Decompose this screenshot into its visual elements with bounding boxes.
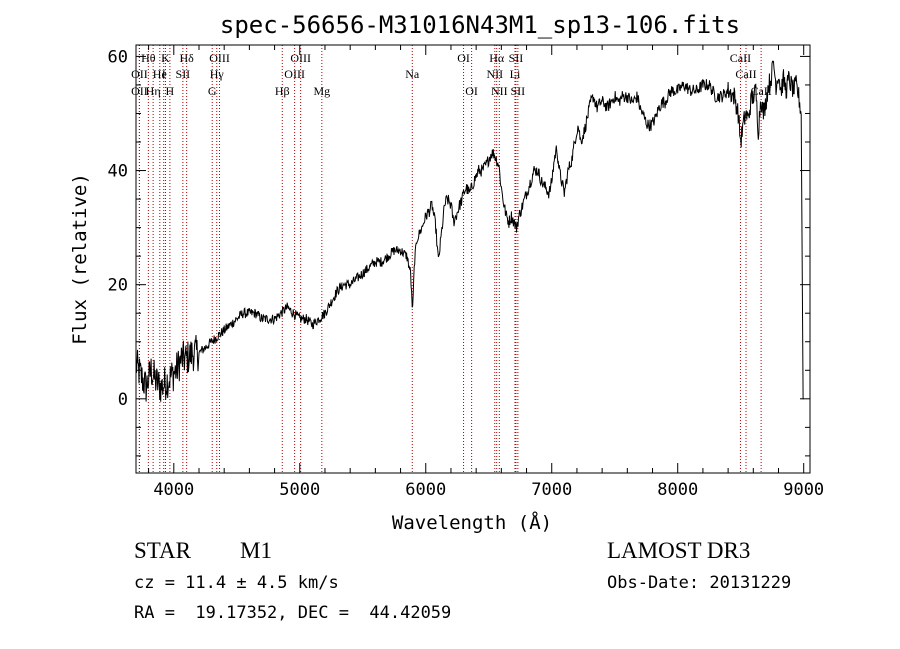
line-label-3: Hη bbox=[146, 84, 161, 98]
x-tick-label: 8000 bbox=[657, 480, 698, 500]
line-label-10: OIII bbox=[209, 51, 230, 65]
object-class: STAR bbox=[134, 538, 191, 563]
plot-frame bbox=[135, 44, 811, 474]
line-label-14: OIII bbox=[290, 51, 311, 65]
y-tick-label: 20 bbox=[108, 276, 128, 296]
line-label-4: He bbox=[153, 67, 167, 81]
y-axis-label: Flux (relative) bbox=[69, 173, 91, 345]
line-label-26: CaII bbox=[730, 51, 751, 65]
line-label-5: K bbox=[161, 51, 170, 65]
line-label-19: OI bbox=[465, 84, 478, 98]
x-tick-label: 4000 bbox=[153, 480, 194, 500]
survey-name: LAMOST DR3 bbox=[607, 538, 751, 563]
line-label-16: Mg bbox=[313, 84, 330, 98]
axis-tick-labels: 4000 5000 6000 7000 8000 9000 0 20 40 60 bbox=[108, 47, 825, 500]
y-tick-label: 0 bbox=[118, 390, 128, 410]
axis-ticks bbox=[136, 45, 810, 473]
x-axis-label: Wavelength (Å) bbox=[392, 511, 552, 534]
line-label-24: Li bbox=[510, 67, 521, 81]
line-label-20: Hα bbox=[489, 51, 505, 65]
spectrum-line bbox=[135, 60, 804, 402]
line-label-11: Hγ bbox=[210, 67, 225, 81]
line-label-8: SII bbox=[176, 67, 191, 81]
object-subclass: M1 bbox=[240, 538, 272, 563]
line-label-17: Na bbox=[405, 67, 420, 81]
line-label-2: OII bbox=[131, 84, 148, 98]
line-label-12: G bbox=[208, 84, 217, 98]
line-label-1: OII bbox=[131, 67, 148, 81]
x-tick-label: 9000 bbox=[783, 480, 824, 500]
chart-title: spec-56656-M31016N43M1_sp13-106.fits bbox=[220, 11, 740, 39]
line-label-27: CaII bbox=[735, 67, 756, 81]
line-label-25: SII bbox=[511, 84, 526, 98]
line-label-0: Hθ bbox=[141, 51, 156, 65]
line-label-22: NII bbox=[491, 84, 508, 98]
line-label-15: OIII bbox=[284, 67, 305, 81]
y-tick-label: 40 bbox=[108, 162, 128, 182]
x-tick-label: 7000 bbox=[531, 480, 572, 500]
line-label-18: OI bbox=[457, 51, 470, 65]
x-tick-label: 5000 bbox=[279, 480, 320, 500]
line-label-7: I bbox=[162, 67, 166, 81]
coordinates: RA = 19.17352, DEC = 44.42059 bbox=[134, 603, 452, 623]
y-tick-label: 60 bbox=[108, 47, 128, 67]
line-label-23: SII bbox=[509, 51, 524, 65]
redshift-velocity: cz = 11.4 ± 4.5 km/s bbox=[134, 573, 339, 593]
observation-date: Obs-Date: 20131229 bbox=[607, 573, 792, 593]
line-label-13: Hβ bbox=[275, 84, 290, 98]
line-label-6: H bbox=[166, 84, 175, 98]
x-tick-label: 6000 bbox=[405, 480, 446, 500]
line-markers bbox=[138, 45, 762, 473]
line-label-9: Hδ bbox=[179, 51, 194, 65]
line-label-21: NII bbox=[486, 67, 503, 81]
